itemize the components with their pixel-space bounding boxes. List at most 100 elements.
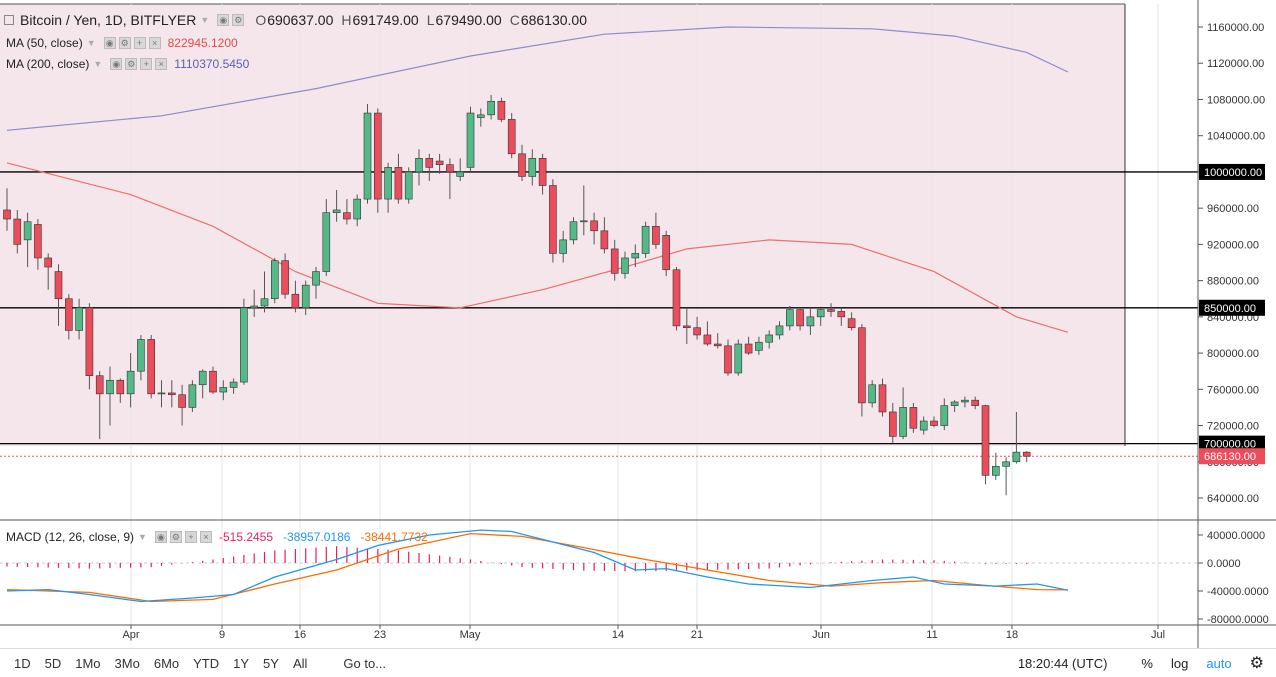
timeframe-1mo[interactable]: 1Mo: [75, 655, 101, 671]
candle-body: [569, 221, 578, 241]
eye-icon[interactable]: ◉: [154, 531, 167, 543]
timeframe-1y[interactable]: 1Y: [233, 655, 250, 671]
chevron-down-icon[interactable]: ▼: [93, 59, 103, 69]
log-toggle[interactable]: log: [1170, 655, 1189, 671]
open-label: O: [255, 12, 267, 28]
gear-icon[interactable]: ⚙: [125, 58, 138, 70]
timeframe-all[interactable]: All: [292, 655, 308, 671]
candle-body: [198, 370, 207, 386]
highlight-zone: [0, 4, 1125, 446]
candle-body: [662, 235, 671, 271]
gear-icon[interactable]: ⚙: [169, 531, 182, 543]
candle-body: [65, 298, 73, 331]
candle-body: [981, 405, 990, 476]
candle-body: [301, 284, 310, 309]
timeframe-1d[interactable]: 1D: [14, 655, 31, 671]
candle-body: [209, 370, 217, 393]
candle-body: [13, 218, 22, 245]
bottom-toolbar: 1D 5D 1Mo 3Mo 6Mo YTD 1Y 5Y All Go to...…: [0, 648, 1276, 677]
candle-body: [528, 158, 537, 177]
time-tick-label: 14: [612, 629, 624, 641]
candle-body: [621, 257, 629, 274]
candle-body: [219, 387, 228, 393]
eye-icon[interactable]: ◉: [110, 58, 123, 70]
price-tick-label: 880000.00: [1207, 276, 1259, 288]
macd-signal-value: -38441.7732: [360, 530, 428, 544]
candle-body: [858, 327, 866, 404]
close-icon[interactable]: ×: [199, 531, 212, 543]
timeframe-6mo[interactable]: 6Mo: [153, 655, 180, 671]
collapse-icon[interactable]: [4, 15, 14, 25]
time-tick-label: Jul: [1151, 629, 1165, 641]
time-tick-label: 18: [1006, 629, 1018, 641]
candle-body: [229, 381, 238, 388]
symbol-title[interactable]: Bitcoin / Yen, 1D, BITFLYER: [20, 12, 197, 28]
chevron-down-icon[interactable]: ▼: [200, 15, 210, 25]
macd-name[interactable]: MACD (12, 26, close, 9): [6, 530, 135, 544]
close-icon[interactable]: ×: [155, 58, 168, 70]
candle-body: [775, 325, 784, 336]
candle-body: [868, 384, 877, 404]
candle-body: [126, 370, 135, 395]
candle-body: [693, 327, 701, 336]
candle-body: [600, 230, 609, 250]
candle-body: [899, 407, 907, 437]
level-price-badge-label: 850000.00: [1204, 303, 1256, 315]
time-tick-label: 11: [926, 629, 937, 641]
candle-body: [54, 271, 63, 300]
price-tick-label: 640000.00: [1207, 493, 1259, 505]
price-tick-label: 800000.00: [1207, 348, 1259, 360]
candle-body: [579, 220, 588, 223]
candle-body: [497, 100, 506, 120]
macd-legend: MACD (12, 26, close, 9) ▼ ◉ ⚙ + × -515.2…: [4, 530, 428, 544]
timeframe-3mo[interactable]: 3Mo: [114, 655, 140, 671]
candle-body: [85, 307, 94, 377]
go-to-button[interactable]: Go to...: [343, 655, 387, 671]
gear-icon[interactable]: ⚙: [118, 37, 131, 49]
candle-body: [394, 167, 403, 200]
candle-body: [363, 112, 372, 200]
ma200-name[interactable]: MA (200, close): [6, 57, 90, 71]
chevron-down-icon[interactable]: ▼: [86, 38, 96, 48]
candle-body: [44, 257, 53, 268]
bottom-right-controls: 18:20:44 (UTC) % log auto ⚙: [1018, 649, 1276, 677]
candle-body: [559, 239, 568, 254]
current-price-badge: [1199, 448, 1265, 465]
candle-body: [3, 209, 11, 220]
candle-body: [1022, 451, 1031, 457]
time-tick-label: Apr: [122, 629, 139, 641]
gear-icon[interactable]: ⚙: [1249, 655, 1264, 672]
macd-tick-label: -40000.0000: [1207, 586, 1269, 598]
candle-body: [446, 164, 454, 173]
candle-body: [837, 311, 846, 318]
chart-canvas[interactable]: 1160000.00 1120000.00 1080000.00 1040000.00…: [0, 0, 1276, 648]
timeframe-5y[interactable]: 5Y: [263, 655, 279, 671]
plus-icon[interactable]: +: [184, 531, 197, 543]
level-price-badge: [1199, 299, 1265, 316]
close-icon[interactable]: ×: [148, 37, 161, 49]
open-value: 690637.00: [267, 12, 334, 28]
chevron-down-icon[interactable]: ▼: [138, 532, 147, 542]
eye-icon[interactable]: ◉: [217, 14, 230, 26]
timeframe-ytd[interactable]: YTD: [193, 655, 220, 671]
gear-icon[interactable]: ⚙: [232, 14, 245, 26]
timeframe-5d[interactable]: 5D: [44, 655, 62, 671]
candle-body: [888, 411, 897, 437]
candle-body: [610, 248, 619, 274]
candle-body: [991, 465, 1000, 476]
auto-toggle[interactable]: auto: [1206, 655, 1232, 671]
ma50-line: [6, 162, 1069, 333]
ma200-line: [6, 26, 1069, 131]
plus-icon[interactable]: +: [133, 37, 146, 49]
candle-body: [961, 399, 969, 403]
eye-icon[interactable]: ◉: [103, 37, 116, 49]
candle-body: [373, 112, 382, 200]
candle-body: [343, 212, 351, 220]
plus-icon[interactable]: +: [140, 58, 153, 70]
percent-toggle[interactable]: %: [1141, 655, 1153, 671]
price-tick-label: 720000.00: [1207, 421, 1259, 433]
candle-body: [270, 260, 279, 300]
candle-body: [116, 379, 125, 395]
candle-body: [518, 153, 526, 177]
ma50-name[interactable]: MA (50, close): [6, 36, 83, 50]
